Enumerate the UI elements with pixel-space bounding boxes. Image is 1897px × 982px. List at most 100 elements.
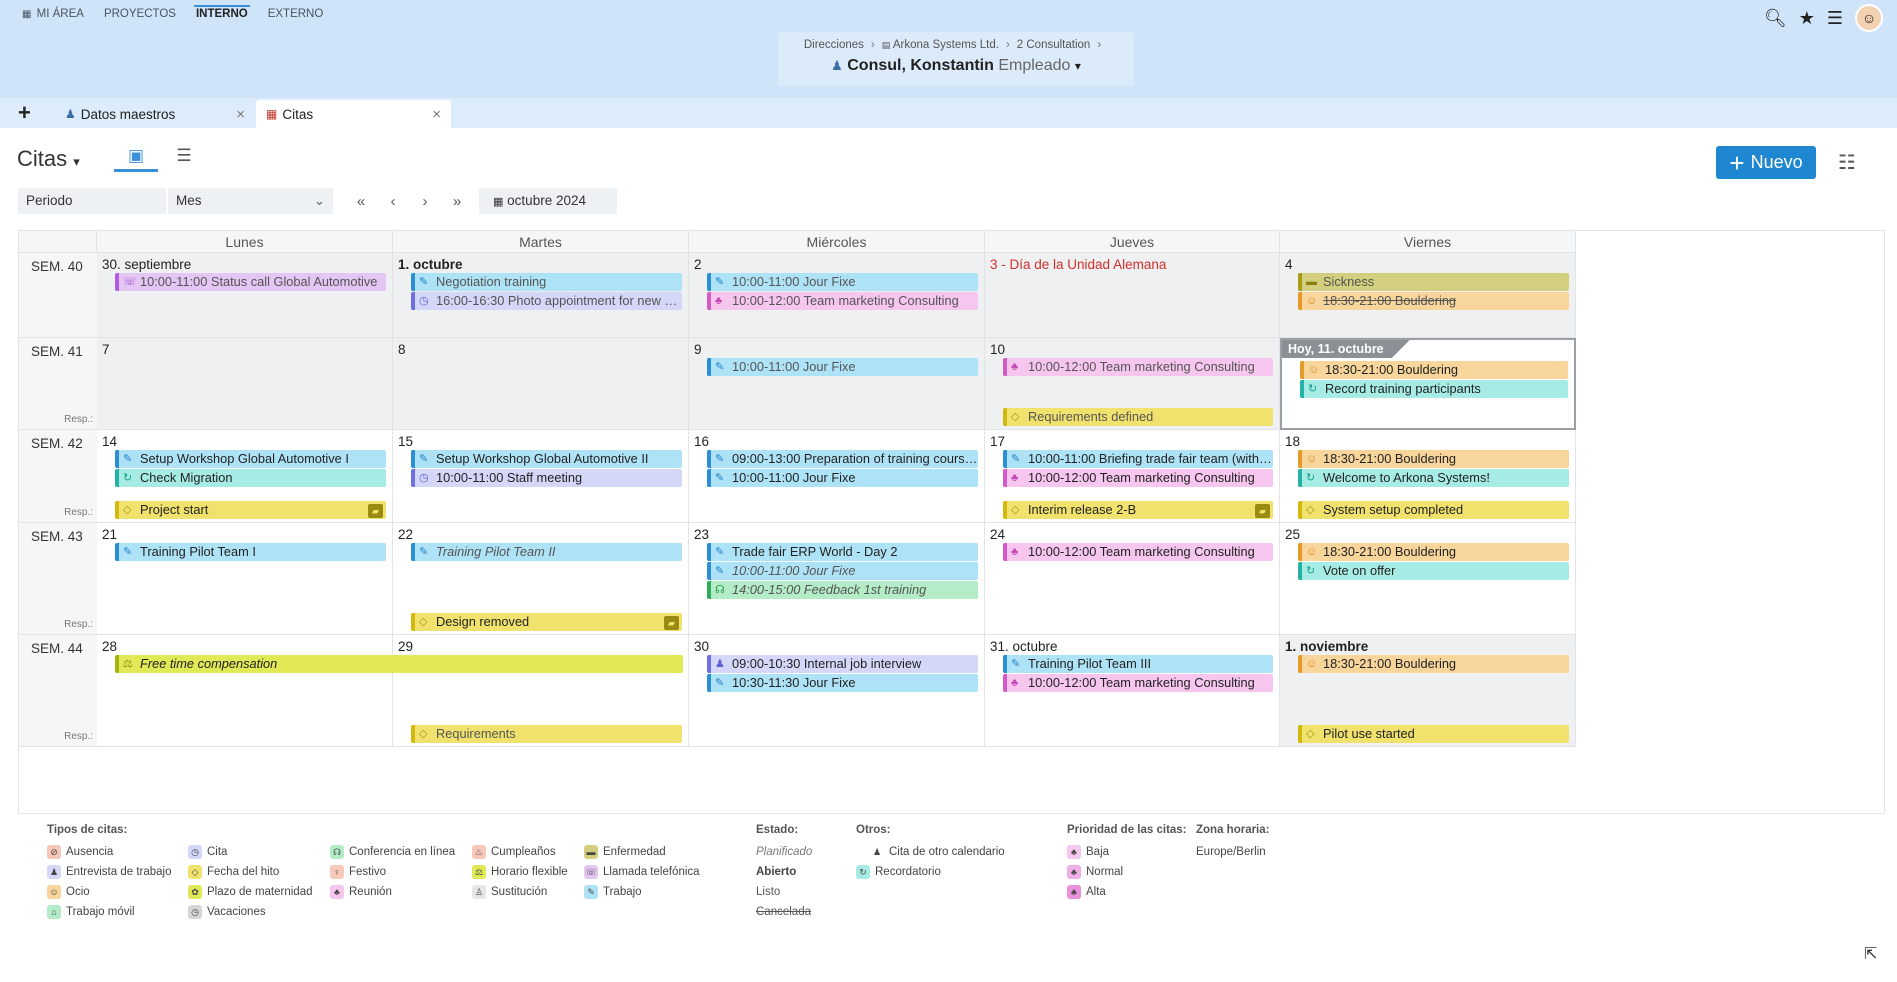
day-cell[interactable]: 30 ♟ 09:00-10:30 Internal job interview ✎ 10… — [689, 635, 985, 747]
event-item[interactable]: ♣ 10:00-12:00 Team marketing Consulting — [1003, 469, 1273, 487]
page-title[interactable]: Citas ▾ — [17, 146, 80, 171]
event-item[interactable]: ☺ 18:30-21:00 Bouldering — [1298, 543, 1569, 561]
add-tab-icon[interactable]: + — [18, 100, 31, 125]
day-cell[interactable]: 14 ✎ Setup Workshop Global Automotive I ↻ Ch… — [97, 430, 393, 523]
day-cell[interactable]: 2 ✎ 10:00-11:00 Jour Fixe ♣ 10:00-12:00 Team… — [689, 253, 985, 338]
event-item[interactable]: ✎ Trade fair ERP World - Day 2 — [707, 543, 978, 561]
event-item[interactable]: ✎ Setup Workshop Global Automotive I — [115, 450, 386, 468]
event-item[interactable]: ↻ Vote on offer — [1298, 562, 1569, 580]
event-item[interactable]: ✎ 10:00-11:00 Jour Fixe — [707, 358, 978, 376]
event-item[interactable]: ♟ 09:00-10:30 Internal job interview — [707, 655, 978, 673]
event-item[interactable]: ✎ Setup Workshop Global Automotive II — [411, 450, 682, 468]
event-item[interactable]: ✎ 09:00-13:00 Preparation of training cou… — [707, 450, 978, 468]
nav-interno[interactable]: INTERNO — [193, 5, 250, 27]
day-cell[interactable]: 1. noviembre ☺ 18:30-21:00 Bouldering ◇ Pilo… — [1280, 635, 1576, 747]
event-item[interactable]: ✎ 10:00-11:00 Jour Fixe — [707, 469, 978, 487]
day-cell[interactable]: 8 — [393, 338, 689, 430]
search-icon[interactable]: 🔍︎ — [1763, 7, 1787, 28]
event-item[interactable]: ✎ Training Pilot Team II — [411, 543, 682, 561]
first-page-icon[interactable]: « — [356, 192, 366, 210]
event-item[interactable]: ☊ 14:00-15:00 Feedback 1st training — [707, 581, 978, 599]
day-cell[interactable]: 15 ✎ Setup Workshop Global Automotive II ◷ 1… — [393, 430, 689, 523]
day-cell[interactable]: 9 ✎ 10:00-11:00 Jour Fixe — [689, 338, 985, 430]
nav-mi-area[interactable]: ▦ MI ÁREA — [18, 7, 86, 29]
event-item[interactable]: ✎ 10:00-11:00 Jour Fixe — [707, 273, 978, 291]
last-page-icon[interactable]: » — [452, 192, 462, 210]
event-item[interactable]: ◷ 16:00-16:30 Photo appointment for new w… — [411, 292, 682, 310]
milestone-item[interactable]: ◇ System setup completed — [1298, 501, 1569, 519]
milestone-item[interactable]: ◇ Requirements defined — [1003, 408, 1273, 426]
new-button[interactable]: + Nuevo — [1716, 146, 1816, 179]
day-cell[interactable]: 7 — [97, 338, 393, 430]
event-item[interactable]: ✎ Negotiation training — [411, 273, 682, 291]
milestone-item[interactable]: ◇ Pilot use started — [1298, 725, 1569, 743]
nav-externo[interactable]: EXTERNO — [267, 8, 324, 20]
day-cell[interactable]: 21 ✎ Training Pilot Team I — [97, 523, 393, 635]
event-item[interactable]: ☏ 10:00-11:00 Status call Global Automoti… — [115, 273, 386, 291]
export-icon[interactable]: ⇱ — [1864, 946, 1878, 963]
event-item[interactable]: ↻ Check Migration — [115, 469, 386, 487]
event-item[interactable]: ♣ 10:00-12:00 Team marketing Consulting — [1003, 358, 1273, 376]
settings-sliders-icon[interactable]: ☷ — [1838, 152, 1856, 174]
calendar-view-button[interactable]: ▣ — [114, 146, 158, 172]
event-item[interactable]: ♣ 10:00-12:00 Team marketing Consulting — [1003, 543, 1273, 561]
prev-page-icon[interactable]: ‹ — [390, 192, 396, 210]
day-cell[interactable]: 23 ✎ Trade fair ERP World - Day 2 ✎ 10:00-11… — [689, 523, 985, 635]
milestone-item[interactable]: ◇ Interim release 2-B ▰ — [1003, 501, 1273, 519]
day-cell[interactable]: 30. septiembre ☏ 10:00-11:00 Status call G… — [97, 253, 393, 338]
event-item[interactable]: ✎ 10:00-11:00 Briefing trade fair team (w… — [1003, 450, 1273, 468]
close-icon[interactable]: × — [432, 105, 441, 123]
event-item[interactable]: ♣ 10:00-12:00 Team marketing Consulting — [1003, 674, 1273, 692]
event-item[interactable]: ✎ 10:00-11:00 Jour Fixe — [707, 562, 978, 580]
event-item[interactable]: ↻ Welcome to Arkona Systems! — [1298, 469, 1569, 487]
avatar[interactable]: ☺ — [1855, 4, 1883, 32]
tab-bar: + ♟ Datos maestros × ▦ Citas × — [0, 98, 1897, 128]
milestone-item[interactable]: ◇ Project start ▰ — [115, 501, 386, 519]
event-item[interactable]: ♣ 10:00-12:00 Team marketing Consulting — [707, 292, 978, 310]
milestone-item[interactable]: ◇ Requirements — [411, 725, 682, 743]
close-icon[interactable]: × — [236, 105, 245, 123]
day-cell[interactable]: 16 ✎ 09:00-13:00 Preparation of training c… — [689, 430, 985, 523]
day-cell[interactable]: 18 ☺ 18:30-21:00 Bouldering ↻ Welcome to Ark… — [1280, 430, 1576, 523]
event-item[interactable]: ☺ 18:30-21:00 Bouldering — [1300, 361, 1568, 379]
day-cell[interactable]: 3 - Día de la Unidad Alemana — [985, 253, 1280, 338]
month-picker[interactable]: ▦ octubre 2024 — [479, 188, 617, 214]
star-icon[interactable]: ★ — [1798, 7, 1815, 28]
legend-other: ♟ Cita de otro calendario — [870, 844, 1005, 860]
day-cell[interactable]: Hoy, 11. octubre ☺ 18:30-21:00 Bouldering ↻… — [1280, 338, 1576, 430]
event-item[interactable]: ▬ Sickness — [1298, 273, 1569, 291]
day-cell[interactable]: 24 ♣ 10:00-12:00 Team marketing Consulting — [985, 523, 1280, 635]
day-cell[interactable]: 29 ◇ Requirements — [393, 635, 689, 747]
day-cell[interactable]: 25 ☺ 18:30-21:00 Bouldering ↻ Vote on offer — [1280, 523, 1576, 635]
breadcrumb-item[interactable]: Arkona Systems Ltd. — [892, 39, 999, 51]
event-item[interactable]: ◷ 10:00-11:00 Staff meeting — [411, 469, 682, 487]
breadcrumb-item[interactable]: 2 Consultation — [1016, 39, 1091, 51]
day-cell[interactable]: 22 ✎ Training Pilot Team II ◇ Design removed… — [393, 523, 689, 635]
legend-status: Abierto — [756, 866, 797, 878]
event-item-multiday[interactable]: ⚖ Free time compensation — [115, 655, 683, 673]
menu-icon[interactable]: ☰ — [1826, 7, 1843, 28]
tab-datos-maestros[interactable]: ♟ Datos maestros × — [55, 100, 255, 128]
event-item[interactable]: ✎ Training Pilot Team III — [1003, 655, 1273, 673]
event-item[interactable]: ☺ 18:30-21:00 Bouldering — [1298, 450, 1569, 468]
person-selector[interactable]: ♟ Consul, Konstantin Empleado ▾ — [778, 57, 1134, 75]
day-cell[interactable]: 4 ▬ Sickness ☺ 18:30-21:00 Bouldering — [1280, 253, 1576, 338]
event-item[interactable]: ↻ Record training participants — [1300, 380, 1568, 398]
day-cell[interactable]: 17 ✎ 10:00-11:00 Briefing trade fair team … — [985, 430, 1280, 523]
day-cell[interactable]: 28 — [97, 635, 393, 747]
event-item[interactable]: ✎ Training Pilot Team I — [115, 543, 386, 561]
nav-proyectos[interactable]: PROYECTOS — [103, 8, 176, 20]
breadcrumb-item[interactable]: Direcciones — [803, 39, 864, 51]
period-select[interactable]: Mes ⌄ — [168, 188, 333, 214]
event-item[interactable]: ☺ 18:30-21:00 Bouldering — [1298, 655, 1569, 673]
tab-citas[interactable]: ▦ Citas × — [256, 100, 451, 128]
day-cell[interactable]: 1. octubre ✎ Negotiation training ◷ 16:00-16… — [393, 253, 689, 338]
tool-icon: ✎ — [419, 546, 429, 558]
day-cell[interactable]: 10 ♣ 10:00-12:00 Team marketing Consulting… — [985, 338, 1280, 430]
list-view-button[interactable]: ☰ — [162, 146, 206, 172]
next-page-icon[interactable]: › — [422, 192, 428, 210]
event-item[interactable]: ☺ 18:30-21:00 Bouldering — [1298, 292, 1569, 310]
event-item[interactable]: ✎ 10:30-11:30 Jour Fixe — [707, 674, 978, 692]
day-cell[interactable]: 31. octubre ✎ Training Pilot Team III ♣ 10:0… — [985, 635, 1280, 747]
milestone-item[interactable]: ◇ Design removed ▰ — [411, 613, 682, 631]
